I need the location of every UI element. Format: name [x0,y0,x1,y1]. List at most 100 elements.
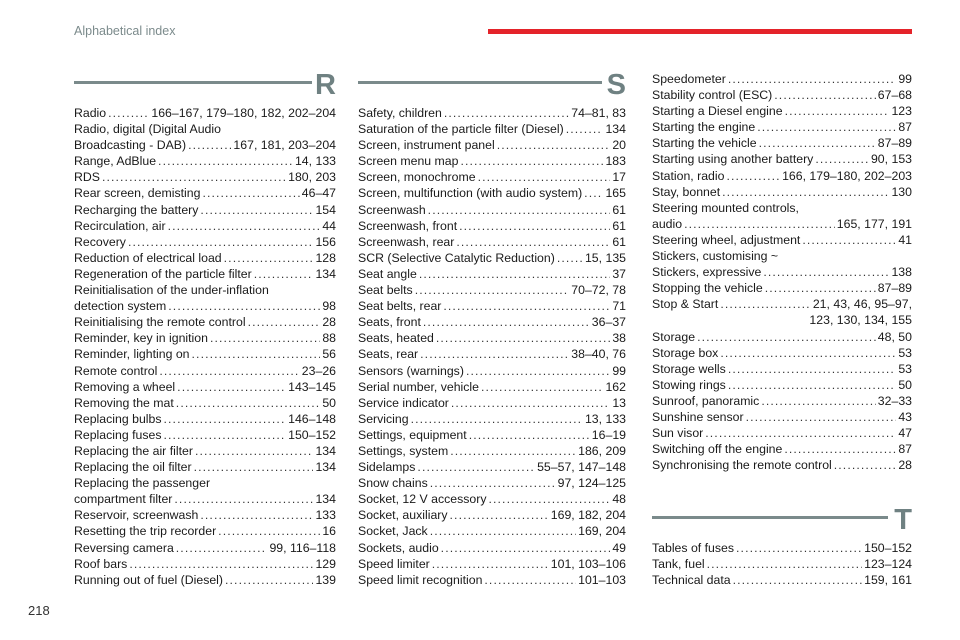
index-entry[interactable]: Sun visor 47 [652,425,912,441]
index-entry[interactable]: Storage wells 53 [652,361,912,377]
index-entry[interactable]: Snow chains 97, 124–125 [358,475,626,491]
dot-leader [200,202,313,218]
entry-label: Reversing camera [74,540,174,555]
index-entry[interactable]: Socket, 12 V accessory 48 [358,491,626,507]
index-entry[interactable]: Roof bars 129 [74,556,336,572]
index-entry[interactable]: Seats, front 36–37 [358,314,626,330]
index-entry[interactable]: Stowing rings 50 [652,377,912,393]
index-entry[interactable]: Starting the vehicle 87–89 [652,135,912,151]
entry-label: Station, radio [652,168,725,183]
index-entry[interactable]: Recirculation, air 44 [74,218,336,234]
entry-label: Replacing fuses [74,427,162,442]
dot-leader [430,523,576,539]
index-entry[interactable]: compartment filter 134 [74,491,336,507]
index-entry[interactable]: Regeneration of the particle filter 134 [74,266,336,282]
index-entry[interactable]: Safety, children 74–81, 83 [358,105,626,121]
index-entry[interactable]: Starting a Diesel engine 123 [652,103,912,119]
index-entry[interactable]: Recovery 156 [74,234,336,250]
index-entry[interactable]: Screen, multifunction (with audio system… [358,185,626,201]
index-entry[interactable]: Reinitialising the remote control 28 [74,314,336,330]
index-entry[interactable]: Seats, heated 38 [358,330,626,346]
index-entry[interactable]: Screenwash, rear 61 [358,234,626,250]
dot-leader [218,523,320,539]
entry-pages: 49 [612,540,626,555]
index-entry[interactable]: Replacing fuses 150–152 [74,427,336,443]
index-entry[interactable]: Steering wheel, adjustment 41 [652,232,912,248]
index-entry[interactable]: RDS 180, 203 [74,169,336,185]
index-entry[interactable]: Reduction of electrical load 128 [74,250,336,266]
index-entry[interactable]: Stop & Start 21, 43, 46, 95–97, [652,296,912,312]
index-entry[interactable]: Synchronising the remote control 28 [652,457,912,473]
index-entry[interactable]: Seat belts, rear 71 [358,298,626,314]
index-entry[interactable]: Stability control (ESC) 67–68 [652,87,912,103]
index-entry[interactable]: Speed limiter 101, 103–106 [358,556,626,572]
entry-label: Screen menu map [358,154,459,169]
index-entry[interactable]: Removing the mat 50 [74,395,336,411]
index-entry[interactable]: Switching off the engine 87 [652,441,912,457]
index-entry[interactable]: Stickers, expressive 138 [652,264,912,280]
index-entry[interactable]: Starting the engine 87 [652,119,912,135]
index-entry[interactable]: Service indicator 13 [358,395,626,411]
entry-pages: 61 [612,202,626,217]
index-entry[interactable]: Screen, instrument panel 20 [358,137,626,153]
section-rule [358,81,602,84]
index-entry[interactable]: Recharging the battery 154 [74,202,336,218]
index-entry[interactable]: Radio 166–167, 179–180, 182, 202–204 [74,105,336,121]
index-entry[interactable]: Replacing the air filter 134 [74,443,336,459]
index-entry[interactable]: Reservoir, screenwash 133 [74,507,336,523]
index-entry[interactable]: Removing a wheel 143–145 [74,379,336,395]
index-entry[interactable]: Range, AdBlue 14, 133 [74,153,336,169]
index-entry[interactable]: Sunroof, panoramic 32–33 [652,393,912,409]
dot-leader [481,379,603,395]
section-heading: S [358,69,626,105]
index-entry[interactable]: Settings, equipment 16–19 [358,427,626,443]
index-entry[interactable]: Sockets, audio 49 [358,540,626,556]
index-entry[interactable]: Screen menu map 183 [358,153,626,169]
index-entry[interactable]: Stopping the vehicle 87–89 [652,280,912,296]
index-entry[interactable]: Sunshine sensor 43 [652,409,912,425]
index-entry[interactable]: Seats, rear 38–40, 76 [358,346,626,362]
index-entry[interactable]: Saturation of the particle filter (Diese… [358,121,626,137]
index-entry[interactable]: Replacing the oil filter 134 [74,459,336,475]
index-entry[interactable]: Reversing camera 99, 116–118 [74,540,336,556]
index-entry[interactable]: Speed limit recognition 101–103 [358,572,626,588]
index-entry[interactable]: Replacing bulbs 146–148 [74,411,336,427]
entry-pages: 130 [891,184,912,199]
index-entry[interactable]: Stay, bonnet 130 [652,184,912,200]
index-entry[interactable]: Settings, system 186, 209 [358,443,626,459]
index-entry[interactable]: Seat belts 70–72, 78 [358,282,626,298]
index-entry[interactable]: Remote control 23–26 [74,363,336,379]
index-entry[interactable]: Sensors (warnings) 99 [358,363,626,379]
index-section-r: RRadio166–167, 179–180, 182, 202–204Radi… [74,69,336,588]
index-entry[interactable]: Serial number, vehicle 162 [358,379,626,395]
index-entry[interactable]: Technical data 159, 161 [652,572,912,588]
index-entry[interactable]: Speedometer 99 [652,71,912,87]
index-entry[interactable]: Tables of fuses 150–152 [652,540,912,556]
entry-pages: 71 [612,299,626,314]
index-entry[interactable]: Tank, fuel 123–124 [652,556,912,572]
index-entry[interactable]: Station, radio 166, 179–180, 202–203 [652,168,912,184]
index-entry[interactable]: Reminder, lighting on 56 [74,346,336,362]
index-entry[interactable]: Starting using another battery 90, 153 [652,151,912,167]
index-entry[interactable]: Screenwash, front 61 [358,218,626,234]
index-section-t: T Tables of fuses 150–152 Tank, fuel 123–124… [652,504,912,588]
index-entry[interactable]: audio 165, 177, 191 [652,216,912,232]
entry-pages: 48, 50 [877,329,912,344]
index-entry[interactable]: Reminder, key in ignition 88 [74,330,336,346]
index-entry[interactable]: SCR (Selective Catalytic Reduction) 15, 1… [358,250,626,266]
index-entry[interactable]: Broadcasting - DAB) 167, 181, 203–204 [74,137,336,153]
index-entry[interactable]: Screenwash 61 [358,202,626,218]
index-entry[interactable]: Storage box 53 [652,345,912,361]
index-entry[interactable]: Resetting the trip recorder 16 [74,523,336,539]
entry-pages: 53 [898,361,912,376]
index-entry[interactable]: Seat angle 37 [358,266,626,282]
index-entry[interactable]: Storage 48, 50 [652,329,912,345]
index-entry[interactable]: Rear screen, demisting 46–47 [74,185,336,201]
index-entry[interactable]: Sidelamps 55–57, 147–148 [358,459,626,475]
index-entry[interactable]: detection system 98 [74,298,336,314]
index-entry[interactable]: Servicing 13, 133 [358,411,626,427]
index-entry[interactable]: Running out of fuel (Diesel) 139 [74,572,336,588]
index-entry[interactable]: Socket, auxiliary 169, 182, 204 [358,507,626,523]
index-entry[interactable]: Socket, Jack 169, 204 [358,523,626,539]
index-entry[interactable]: Screen, monochrome 17 [358,169,626,185]
